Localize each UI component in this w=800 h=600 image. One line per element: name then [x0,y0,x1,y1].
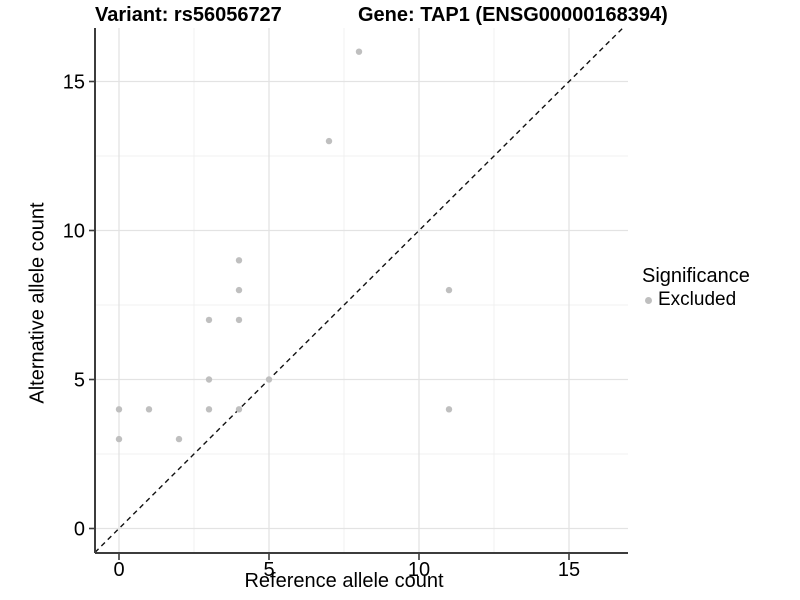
legend-title: Significance [642,265,750,287]
data-point [205,406,213,413]
data-point [145,406,153,413]
y-tick-label: 5 [74,370,85,392]
legend-point-icon [645,296,652,304]
data-point [115,435,123,443]
data-point [235,316,243,324]
data-point [235,257,243,264]
plot-title-variant: Variant: rs56056727 [95,4,282,26]
y-tick-label: 0 [74,519,85,541]
data-point [115,406,123,413]
y-tick-label: 10 [63,221,85,243]
data-point [325,137,333,145]
data-point [205,376,213,383]
data-point [445,286,453,294]
x-axis-label: Reference allele count [244,570,444,592]
x-tick-label: 5 [263,559,274,581]
x-tick-label: 10 [408,559,430,581]
legend-item-label: Excluded [658,289,737,310]
y-tick-label: 15 [63,72,85,94]
plot-title-gene: Gene: TAP1 (ENSG00000168394) [358,4,668,26]
x-tick-label: 0 [113,559,124,581]
data-point [445,406,453,413]
data-point [205,316,213,324]
legend-item-excluded: Excluded [642,289,750,311]
data-point [235,406,243,413]
data-point [235,286,243,294]
data-point [175,435,183,443]
identity-reference-line [94,27,624,553]
x-tick-label: 15 [558,559,580,581]
legend: Significance Excluded [642,265,750,311]
data-point [355,48,363,55]
data-point [265,376,273,383]
